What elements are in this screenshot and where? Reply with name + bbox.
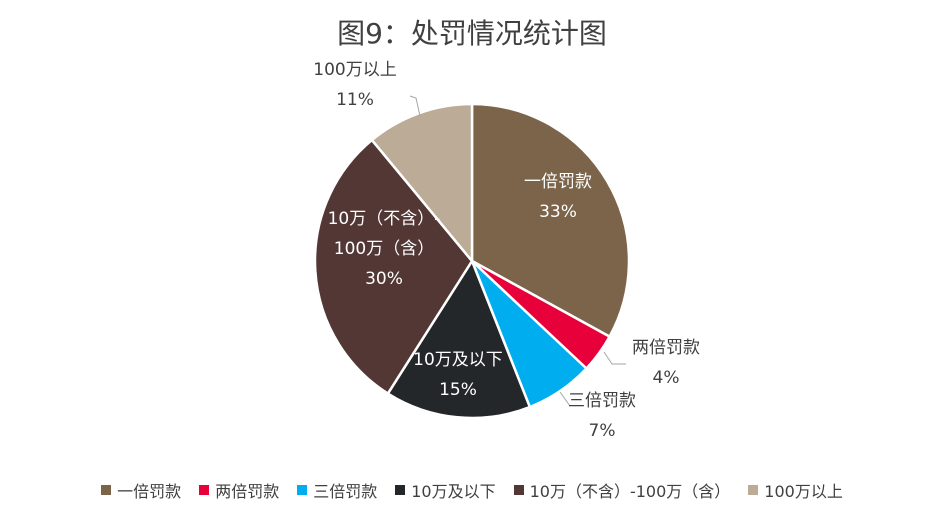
slice-label-2: 两倍罚款 4% (632, 338, 700, 388)
slice-label-6: 100万以上 11% (313, 60, 396, 110)
legend-swatch-6 (748, 485, 759, 495)
legend-label-3: 三倍罚款 (313, 482, 378, 501)
pie-chart: 一倍罚款 33% 两倍罚款 4% 三倍罚款 7% 10万及以下 15% 10万（不含）- 100万… (313, 60, 700, 441)
slice-percent-4: 15% (439, 380, 477, 400)
pie-slice-6 (370, 102, 474, 263)
legend-item-2: 两倍罚款 (199, 478, 279, 502)
legend-swatch-1 (101, 485, 112, 495)
leader-line-2 (603, 351, 626, 365)
legend-label-5: 10万（不含）-100万（含） (529, 482, 731, 501)
pie-slice-1 (470, 102, 631, 338)
slice-category-6: 100万以上 (313, 60, 396, 80)
leader-line-6 (409, 95, 421, 117)
legend-swatch-2 (199, 485, 210, 495)
slice-category-5: 10万（不含）- (328, 209, 441, 229)
slice-label-4: 10万及以下 15% (413, 350, 503, 400)
legend-swatch-3 (297, 485, 308, 495)
leader-line-3 (559, 391, 571, 407)
legend-item-4: 10万及以下 (395, 478, 496, 502)
legend-swatch-4 (395, 485, 406, 495)
legend-item-1: 一倍罚款 (101, 478, 181, 502)
legend-label-4: 10万及以下 (411, 482, 496, 501)
legend-label-6: 100万以上 (764, 482, 843, 501)
slice-percent-3: 7% (589, 421, 616, 441)
slice-category-4: 10万及以下 (413, 350, 503, 370)
slice-percent-1: 33% (539, 202, 577, 222)
slice-label-3: 三倍罚款 7% (568, 391, 636, 441)
slice-category-3: 三倍罚款 (568, 391, 636, 411)
legend-label-1: 一倍罚款 (117, 482, 182, 501)
slice-percent-5: 30% (365, 269, 403, 289)
slice-label-1: 一倍罚款 33% (524, 172, 592, 222)
slice-category-2: 两倍罚款 (632, 338, 700, 358)
slice-label-5: 10万（不含）- 100万（含） 30% (328, 209, 441, 289)
legend-swatch-5 (513, 485, 524, 495)
legend: 一倍罚款 两倍罚款 三倍罚款 10万及以下 10万（不含）-100万（含） 100万以上 (0, 478, 944, 502)
legend-item-6: 100万以上 (748, 478, 843, 502)
slice-percent-2: 4% (653, 368, 680, 388)
legend-item-3: 三倍罚款 (297, 478, 377, 502)
pie-slice-5 (313, 138, 474, 395)
chart-title: 图9：处罚情况统计图 (337, 17, 607, 50)
slice-category-5: 100万（含） (334, 239, 434, 259)
legend-label-2: 两倍罚款 (215, 482, 280, 501)
pie-slice-4 (386, 259, 532, 420)
legend-item-5: 10万（不含）-100万（含） (513, 478, 731, 502)
slice-percent-6: 11% (336, 90, 374, 110)
slice-category-1: 一倍罚款 (524, 172, 592, 192)
